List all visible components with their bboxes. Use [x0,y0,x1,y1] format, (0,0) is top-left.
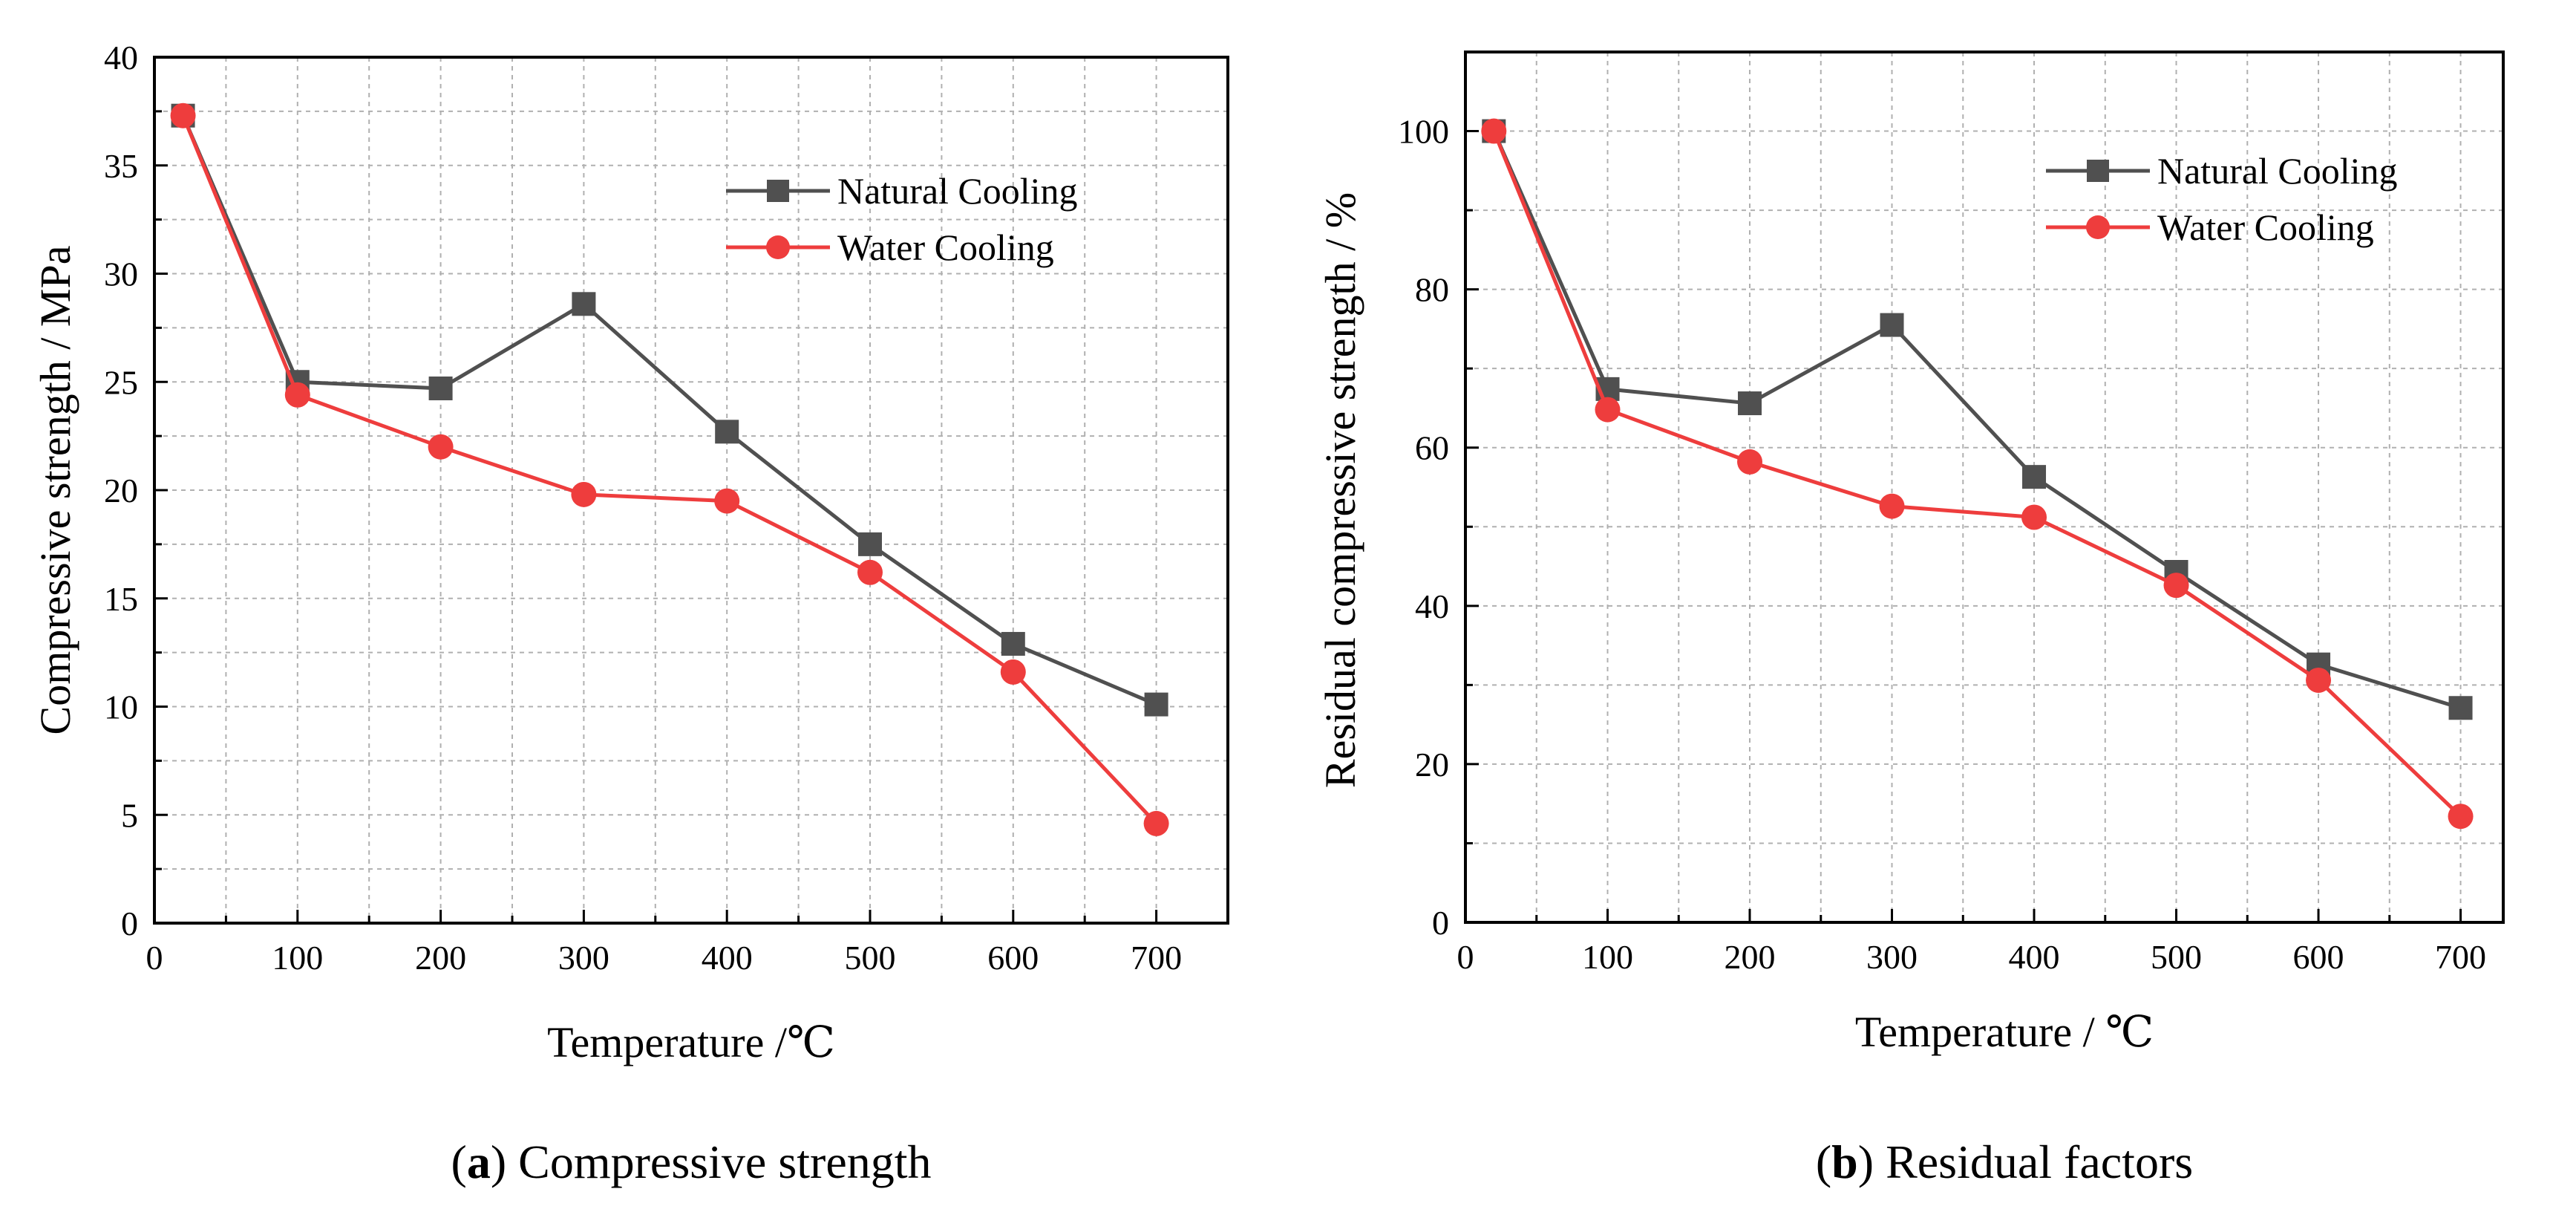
x-tick-label: 700 [1131,939,1182,977]
y-tick-label: 30 [104,255,138,293]
y-tick-label: 0 [1432,904,1449,942]
series-line-natural-cooling [181,114,1157,706]
x-tick-label: 0 [146,939,163,977]
y-axis-title-a: Compressive strength / MPa [31,246,79,735]
chart-panel-a: 0 100 200 300 400 500 600 700 0 5 10 15 20 25 30 35 40 N… [31,39,1229,1188]
data-point-natural-cooling [1880,313,1904,337]
caption-letter-b: b [1831,1136,1858,1188]
x-tick-label: 600 [2293,938,2344,976]
x-tick-label: 100 [1582,938,1633,976]
data-point-natural-cooling [858,532,882,556]
data-point-water-cooling [170,102,196,128]
x-tick-label: 300 [558,939,609,977]
ticks-a: 0 100 200 300 400 500 600 700 0 5 10 15 20 25 30 35 40 [104,39,1182,977]
ticks-b: 0 100 200 300 400 500 600 700 0 20 40 60 80 100 [1398,113,2486,976]
series-line-water-cooling [181,114,1158,825]
y-tick-label: 40 [1415,587,1449,625]
series-line-natural-cooling [1492,130,2462,710]
y-tick-label: 0 [121,905,138,942]
data-point-water-cooling [857,559,883,585]
data-point-water-cooling [1000,659,1026,685]
data-point-natural-cooling [1738,391,1762,416]
data-point-natural-cooling [428,376,453,400]
y-tick-label: 5 [121,796,138,834]
legend-label-natural-cooling: Natural Cooling [837,170,1078,212]
x-tick-label: 500 [2151,938,2202,976]
grid-b [1465,52,2503,922]
data-point-water-cooling [714,488,740,514]
x-tick-label: 400 [702,939,753,977]
data-point-water-cooling [2021,504,2047,530]
data-point-natural-cooling [2022,465,2047,489]
y-tick-label: 10 [104,688,138,726]
legend-marker-natural-cooling [767,180,789,202]
x-tick-label: 200 [415,939,466,977]
data-point-water-cooling [2448,804,2474,830]
data-point-natural-cooling [1001,631,1025,656]
y-tick-label: 20 [1415,746,1449,783]
legend-marker-natural-cooling [2087,160,2109,182]
series-line-water-cooling [1491,130,2462,818]
legend-label-water-cooling: Water Cooling [837,227,1054,268]
x-tick-label: 600 [987,939,1039,977]
x-tick-label: 100 [272,939,323,977]
y-tick-label: 40 [104,39,138,76]
data-point-natural-cooling [1144,692,1168,717]
x-axis-title-b: Temperature / ℃ [1855,1008,2154,1056]
legend-marker-water-cooling [766,235,790,259]
x-tick-label: 700 [2435,938,2486,976]
y-tick-label: 20 [104,472,138,509]
y-tick-label: 100 [1398,113,1449,151]
legend-label-water-cooling: Water Cooling [2157,206,2374,248]
data-point-natural-cooling [572,292,596,316]
data-point-water-cooling [1595,397,1621,423]
data-point-water-cooling [571,481,597,507]
x-tick-label: 0 [1457,938,1474,976]
caption-b: (b) Residual factors [1816,1136,2193,1188]
legend-a: Natural Cooling Water Cooling [726,170,1078,268]
caption-letter-a: a [467,1136,491,1188]
data-point-water-cooling [1879,493,1905,519]
data-point-water-cooling [1737,449,1763,475]
data-point-water-cooling [2306,667,2332,693]
x-tick-label: 500 [845,939,896,977]
data-point-water-cooling [1481,118,1507,144]
y-axis-title-b: Residual compressive strength / % [1316,192,1364,788]
data-point-water-cooling [1143,810,1169,836]
legend-b: Natural Cooling Water Cooling [2046,150,2398,248]
x-tick-label: 300 [1866,938,1918,976]
x-tick-label: 400 [2009,938,2060,976]
x-axis-title-a: Temperature /℃ [547,1018,835,1066]
caption-text-b: Residual factors [1874,1136,2193,1188]
legend-label-natural-cooling: Natural Cooling [2157,150,2398,192]
data-point-water-cooling [2163,573,2189,599]
caption-text-a: Compressive strength [506,1136,931,1188]
chart-panel-b: 0 100 200 300 400 500 600 700 0 20 40 60 80 100 Natur… [1316,50,2505,1188]
x-tick-label: 200 [1725,938,1776,976]
y-tick-label: 60 [1415,429,1449,467]
data-point-water-cooling [428,434,454,460]
series-b [1481,118,2474,830]
y-tick-label: 80 [1415,271,1449,309]
data-point-natural-cooling [2448,696,2473,720]
data-point-natural-cooling [715,420,739,444]
data-point-water-cooling [284,382,310,408]
y-tick-label: 15 [104,580,138,618]
y-tick-label: 25 [104,363,138,401]
y-tick-label: 35 [104,147,138,185]
plot-frame-b [1464,50,2505,924]
legend-marker-water-cooling [2086,215,2110,239]
series-a [170,102,1169,836]
caption-a: (a) Compressive strength [451,1136,932,1188]
